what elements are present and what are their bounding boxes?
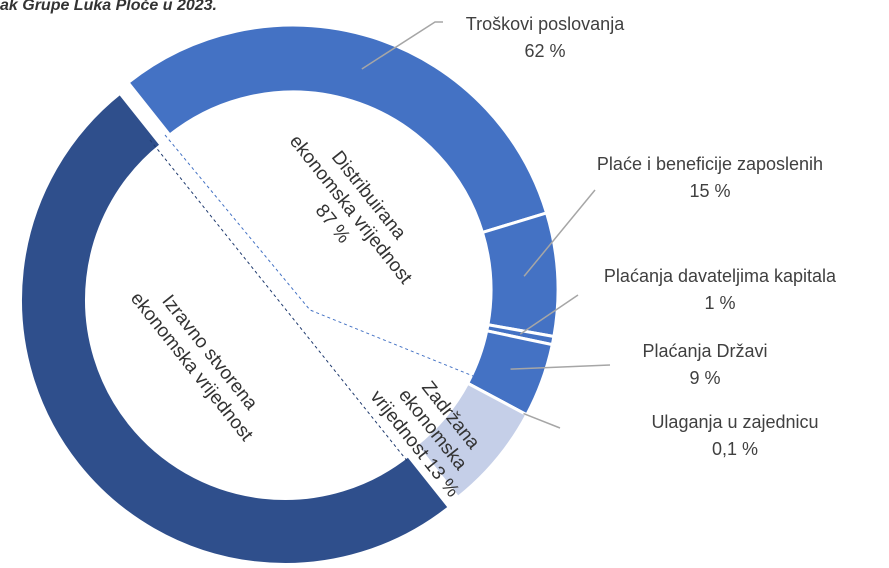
chart-title: ak Grupe Luka Ploče u 2023.: [0, 0, 217, 14]
segment: [480, 211, 560, 339]
leader-line: [510, 364, 611, 370]
source-arc: [18, 89, 453, 567]
value-label: 9 %: [689, 368, 720, 388]
value-label: 1 %: [704, 293, 735, 313]
value-label: 15 %: [689, 181, 730, 201]
leader-line: [523, 189, 596, 277]
leader-line: [519, 294, 579, 335]
category-label: Plaće i beneficije zaposlenih: [597, 154, 823, 174]
category-label: Plaćanja Državi: [642, 341, 767, 361]
leader-line: [361, 21, 443, 70]
value-label: 0,1 %: [712, 439, 758, 459]
guide: [149, 139, 409, 463]
value-label: 62 %: [524, 41, 565, 61]
category-label: Troškovi poslovanja: [466, 14, 625, 34]
segment: [125, 23, 549, 235]
group-arc: [414, 381, 529, 500]
category-label: Plaćanja davateljima kapitala: [604, 266, 837, 286]
leader-line: [523, 412, 561, 429]
guide: [164, 134, 479, 379]
category-label: Ulaganja u zajednicu: [651, 412, 818, 432]
